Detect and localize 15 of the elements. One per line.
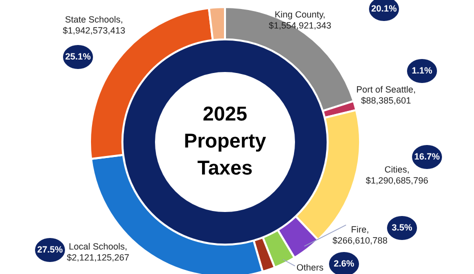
- data-label: 27.5%: [37, 244, 63, 254]
- data-label: 20.1%: [371, 3, 397, 14]
- slice-label: Fire, $266,610,788: [332, 224, 388, 246]
- data-label: 1.1%: [412, 65, 432, 76]
- slice-label: State Schools, $1,942,573,413: [62, 14, 126, 36]
- data-label: 25.1%: [65, 51, 91, 62]
- data-label: 2.6%: [334, 258, 354, 268]
- slice-label: King County, $1,554,921,343: [268, 9, 332, 30]
- slice-label: Others: [296, 262, 324, 272]
- data-label: 16.7%: [414, 151, 440, 162]
- data-label: 3.5%: [392, 222, 412, 232]
- text: 2025 Property Taxes: [184, 104, 267, 180]
- slice-label: Cities, $1,290,685,796: [366, 164, 428, 186]
- slice-label: Local Schools, $2,121,125,267: [66, 241, 130, 262]
- slice-label: Port of Seattle, $88,385,601: [356, 84, 416, 106]
